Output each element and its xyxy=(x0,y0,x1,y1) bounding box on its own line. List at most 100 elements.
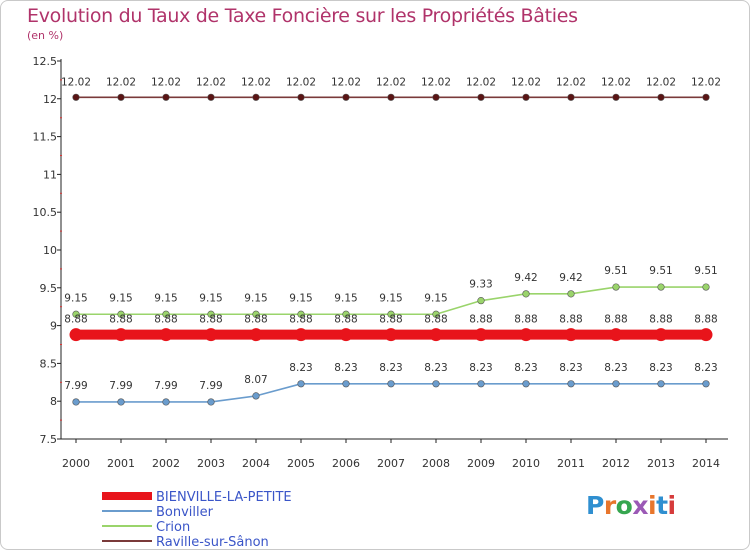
y-tick-label: 12.5 xyxy=(33,55,58,68)
data-label-0: 8.88 xyxy=(289,314,312,326)
series-point-1 xyxy=(522,380,530,388)
data-label-1: 8.23 xyxy=(514,362,537,374)
data-label-0: 8.88 xyxy=(334,314,357,326)
series-point-1 xyxy=(612,380,620,388)
data-label-0: 8.88 xyxy=(514,314,537,326)
data-label-3: 12.02 xyxy=(196,76,226,88)
data-label-1: 8.23 xyxy=(379,362,402,374)
data-label-2: 9.15 xyxy=(424,292,447,304)
data-label-2: 9.15 xyxy=(199,292,222,304)
data-label-2: 9.42 xyxy=(559,272,582,284)
series-point-0 xyxy=(609,328,623,342)
chart-unit-label: (en %) xyxy=(27,29,64,42)
data-label-3: 12.02 xyxy=(286,76,316,88)
y-tick-label: 7.5 xyxy=(40,433,58,446)
logo-letter: r xyxy=(603,491,616,520)
data-label-2: 9.51 xyxy=(649,265,672,277)
data-label-3: 12.02 xyxy=(331,76,361,88)
series-point-2 xyxy=(657,283,665,291)
data-label-3: 12.02 xyxy=(376,76,406,88)
data-label-0: 8.88 xyxy=(154,314,177,326)
data-label-0: 8.88 xyxy=(379,314,402,326)
series-point-2 xyxy=(207,310,215,318)
series-point-3 xyxy=(387,93,395,101)
data-label-3: 12.02 xyxy=(241,76,271,88)
series-point-3 xyxy=(702,93,710,101)
data-label-3: 12.02 xyxy=(106,76,136,88)
legend-label: Bonviller xyxy=(156,505,214,520)
data-label-2: 9.15 xyxy=(334,292,357,304)
legend-label: Raville-sur-Sânon xyxy=(156,535,269,549)
logo-letter: t xyxy=(656,491,668,520)
x-tick-label: 2001 xyxy=(107,457,135,470)
data-label-0: 8.88 xyxy=(469,314,492,326)
data-label-3: 12.02 xyxy=(646,76,676,88)
series-point-3 xyxy=(117,93,125,101)
x-tick-label: 2002 xyxy=(152,457,180,470)
data-label-1: 8.23 xyxy=(334,362,357,374)
series-point-3 xyxy=(297,93,305,101)
y-tick-label: 10.5 xyxy=(33,206,58,219)
y-tick-label: 11 xyxy=(43,168,57,181)
data-label-3: 12.02 xyxy=(511,76,541,88)
y-tick-label: 10 xyxy=(43,244,57,257)
series-point-3 xyxy=(567,93,575,101)
data-label-1: 8.23 xyxy=(559,362,582,374)
data-label-3: 12.02 xyxy=(466,76,496,88)
data-label-0: 8.88 xyxy=(64,314,87,326)
data-label-2: 9.51 xyxy=(604,265,627,277)
series-point-3 xyxy=(207,93,215,101)
data-label-2: 9.15 xyxy=(244,292,267,304)
y-tick-label: 8 xyxy=(50,395,57,408)
x-tick-label: 2000 xyxy=(62,457,90,470)
series-point-1 xyxy=(297,380,305,388)
data-label-1: 8.23 xyxy=(694,362,717,374)
data-label-0: 8.88 xyxy=(109,314,132,326)
x-tick-label: 2004 xyxy=(242,457,270,470)
series-point-2 xyxy=(477,297,485,305)
x-tick-label: 2010 xyxy=(512,457,540,470)
series-point-0 xyxy=(204,328,218,342)
y-tick-label: 12 xyxy=(43,93,57,106)
series-point-2 xyxy=(702,283,710,291)
series-point-0 xyxy=(564,328,578,342)
data-label-0: 8.88 xyxy=(694,314,717,326)
data-label-3: 12.02 xyxy=(556,76,586,88)
x-tick-label: 2009 xyxy=(467,457,495,470)
series-point-1 xyxy=(72,398,80,406)
series-point-2 xyxy=(432,310,440,318)
y-tick-label: 11.5 xyxy=(33,131,58,144)
data-label-1: 8.23 xyxy=(424,362,447,374)
legend-label: Crion xyxy=(156,520,190,535)
series-point-3 xyxy=(522,93,530,101)
data-label-2: 9.51 xyxy=(694,265,717,277)
data-label-3: 12.02 xyxy=(691,76,721,88)
proxiti-logo: Proxiti xyxy=(586,491,676,520)
x-tick-label: 2005 xyxy=(287,457,315,470)
series-point-1 xyxy=(477,380,485,388)
series-point-2 xyxy=(297,310,305,318)
data-label-0: 8.88 xyxy=(244,314,267,326)
x-tick-label: 2006 xyxy=(332,457,360,470)
series-point-0 xyxy=(654,328,668,342)
series-point-3 xyxy=(162,93,170,101)
x-tick-label: 2014 xyxy=(692,457,720,470)
series-point-0 xyxy=(339,328,353,342)
data-label-1: 8.23 xyxy=(469,362,492,374)
data-label-1: 8.23 xyxy=(649,362,672,374)
series-point-3 xyxy=(612,93,620,101)
data-label-0: 8.88 xyxy=(559,314,582,326)
series-point-1 xyxy=(207,398,215,406)
series-point-3 xyxy=(432,93,440,101)
data-label-3: 12.02 xyxy=(61,76,91,88)
series-point-3 xyxy=(477,93,485,101)
y-tick-label: 9.5 xyxy=(40,282,58,295)
x-tick-label: 2011 xyxy=(557,457,585,470)
series-point-1 xyxy=(567,380,575,388)
data-label-3: 12.02 xyxy=(151,76,181,88)
series-point-1 xyxy=(657,380,665,388)
series-point-1 xyxy=(387,380,395,388)
y-tick-label: 9 xyxy=(50,320,57,333)
logo-letter: i xyxy=(648,491,657,520)
data-label-1: 7.99 xyxy=(109,380,132,392)
